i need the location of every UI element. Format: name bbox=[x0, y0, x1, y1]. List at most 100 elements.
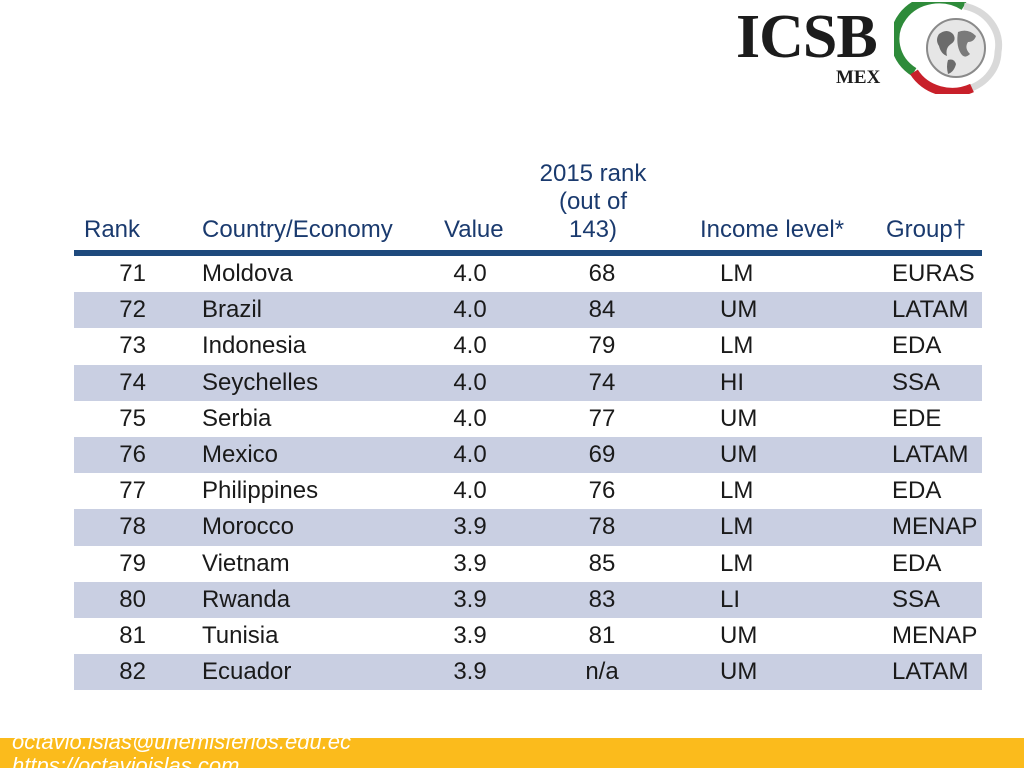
cell-group: LATAM bbox=[892, 296, 969, 324]
cell-rank: 72 bbox=[119, 296, 146, 324]
table-row: 75 Serbia 4.0 77 UM EDE bbox=[74, 401, 982, 437]
cell-prev-rank: n/a bbox=[585, 658, 619, 686]
cell-income: LM bbox=[720, 260, 754, 287]
logo-text: ICSB bbox=[736, 3, 878, 71]
cell-rank: 76 bbox=[119, 440, 146, 468]
cell-value: 3.9 bbox=[453, 621, 487, 649]
cell-group: EDA bbox=[892, 332, 942, 360]
cell-group: LATAM bbox=[892, 658, 969, 686]
footer-email: octavio.islas@uhemisferios.edu.ec bbox=[12, 738, 352, 754]
cell-income: LM bbox=[720, 513, 754, 541]
cell-value: 4.0 bbox=[453, 477, 487, 505]
cell-group: EDA bbox=[892, 477, 942, 505]
cell-rank: 81 bbox=[119, 621, 146, 649]
cell-value: 3.9 bbox=[453, 513, 487, 541]
cell-value: 3.9 bbox=[453, 658, 487, 686]
logo-subtext: MEX bbox=[836, 67, 881, 88]
cell-group: EURAS bbox=[892, 260, 975, 287]
table-row: 80 Rwanda 3.9 83 LI SSA bbox=[74, 581, 982, 618]
cell-rank: 78 bbox=[119, 513, 146, 541]
cell-value: 3.9 bbox=[453, 585, 487, 613]
cell-prev-rank: 77 bbox=[588, 404, 616, 432]
cell-income: HI bbox=[720, 368, 744, 396]
header-prev-rank-line1: 2015 rank bbox=[539, 160, 647, 187]
icsb-mex-logo: ICSB MEX bbox=[736, 2, 1006, 94]
cell-country: Moldova bbox=[202, 260, 293, 287]
cell-country: Mexico bbox=[202, 440, 279, 468]
cell-country: Indonesia bbox=[202, 332, 307, 360]
cell-country: Vietnam bbox=[202, 549, 290, 577]
header-rank: Rank bbox=[84, 216, 141, 243]
cell-country: Morocco bbox=[202, 513, 295, 541]
cell-prev-rank: 84 bbox=[588, 296, 616, 324]
cell-value: 4.0 bbox=[453, 404, 487, 432]
table-row: 81 Tunisia 3.9 81 UM MENAP bbox=[74, 618, 982, 654]
table-row: 77 Philippines 4.0 76 LM EDA bbox=[74, 473, 982, 509]
footer-url: https://octavioislas.com bbox=[12, 753, 240, 768]
cell-group: MENAP bbox=[892, 621, 978, 649]
cell-prev-rank: 76 bbox=[588, 477, 616, 505]
cell-value: 4.0 bbox=[453, 296, 487, 324]
cell-rank: 82 bbox=[119, 658, 146, 686]
cell-value: 4.0 bbox=[453, 368, 487, 396]
cell-income: UM bbox=[720, 296, 758, 324]
cell-group: MENAP bbox=[892, 513, 978, 541]
cell-income: LM bbox=[720, 549, 754, 577]
header-prev-rank-line2: (out of 143) bbox=[558, 188, 628, 243]
table-row: 71 Moldova 4.0 68 LM EURAS bbox=[74, 256, 982, 292]
cell-rank: 79 bbox=[119, 549, 146, 577]
ranking-table: Rank Country/Economy Value 2015 rank (ou… bbox=[74, 160, 982, 691]
cell-prev-rank: 79 bbox=[588, 332, 616, 360]
table-row: 74 Seychelles 4.0 74 HI SSA bbox=[74, 364, 982, 401]
cell-prev-rank: 81 bbox=[588, 621, 616, 649]
cell-income: LM bbox=[720, 332, 754, 360]
cell-income: UM bbox=[720, 404, 758, 432]
cell-value: 3.9 bbox=[453, 549, 487, 577]
table-row: 79 Vietnam 3.9 85 LM EDA bbox=[74, 546, 982, 582]
header-country: Country/Economy bbox=[202, 216, 393, 243]
cell-income: LM bbox=[720, 477, 754, 505]
cell-prev-rank: 69 bbox=[588, 440, 616, 468]
cell-country: Seychelles bbox=[202, 368, 319, 396]
cell-group: LATAM bbox=[892, 440, 969, 468]
cell-country: Ecuador bbox=[202, 658, 292, 686]
cell-prev-rank: 74 bbox=[588, 368, 616, 396]
cell-income: UM bbox=[720, 440, 758, 468]
cell-rank: 75 bbox=[119, 404, 146, 432]
cell-rank: 77 bbox=[119, 477, 146, 505]
table-row: 82 Ecuador 3.9 n/a UM LATAM bbox=[74, 654, 982, 691]
cell-rank: 71 bbox=[119, 260, 146, 287]
cell-prev-rank: 78 bbox=[588, 513, 616, 541]
cell-rank: 80 bbox=[119, 585, 146, 613]
table-row: 72 Brazil 4.0 84 UM LATAM bbox=[74, 292, 982, 329]
table-row: 73 Indonesia 4.0 79 LM EDA bbox=[74, 328, 982, 364]
cell-country: Tunisia bbox=[202, 621, 279, 649]
cell-country: Serbia bbox=[202, 404, 272, 432]
cell-group: EDE bbox=[892, 404, 942, 432]
cell-value: 4.0 bbox=[453, 332, 487, 360]
cell-rank: 74 bbox=[119, 368, 146, 396]
table-row: 76 Mexico 4.0 69 UM LATAM bbox=[74, 436, 982, 474]
cell-country: Philippines bbox=[202, 477, 319, 505]
cell-prev-rank: 85 bbox=[588, 549, 616, 577]
cell-group: SSA bbox=[892, 368, 941, 396]
globe-icon bbox=[894, 2, 1003, 94]
cell-group: EDA bbox=[892, 549, 942, 577]
cell-rank: 73 bbox=[119, 332, 146, 360]
cell-income: LI bbox=[720, 585, 741, 613]
header-value: Value bbox=[444, 216, 504, 243]
cell-group: SSA bbox=[892, 585, 941, 613]
table-body: 71 Moldova 4.0 68 LM EURAS 72 Brazil 4.0 84 UM LATA… bbox=[74, 256, 982, 691]
cell-value: 4.0 bbox=[453, 260, 487, 287]
cell-prev-rank: 68 bbox=[588, 260, 616, 287]
header-prev-rank: 2015 rank (out of 143) bbox=[534, 160, 652, 244]
table-header: Rank Country/Economy Value 2015 rank (ou… bbox=[74, 160, 982, 256]
cell-income: UM bbox=[720, 621, 758, 649]
cell-prev-rank: 83 bbox=[588, 585, 616, 613]
cell-country: Rwanda bbox=[202, 585, 291, 613]
header-income: Income level* bbox=[700, 216, 845, 243]
footer-bar: octavio.islas@uhemisferios.edu.ec https:… bbox=[0, 738, 1024, 768]
header-group: Group† bbox=[886, 216, 967, 243]
cell-income: UM bbox=[720, 658, 758, 686]
cell-value: 4.0 bbox=[453, 440, 487, 468]
